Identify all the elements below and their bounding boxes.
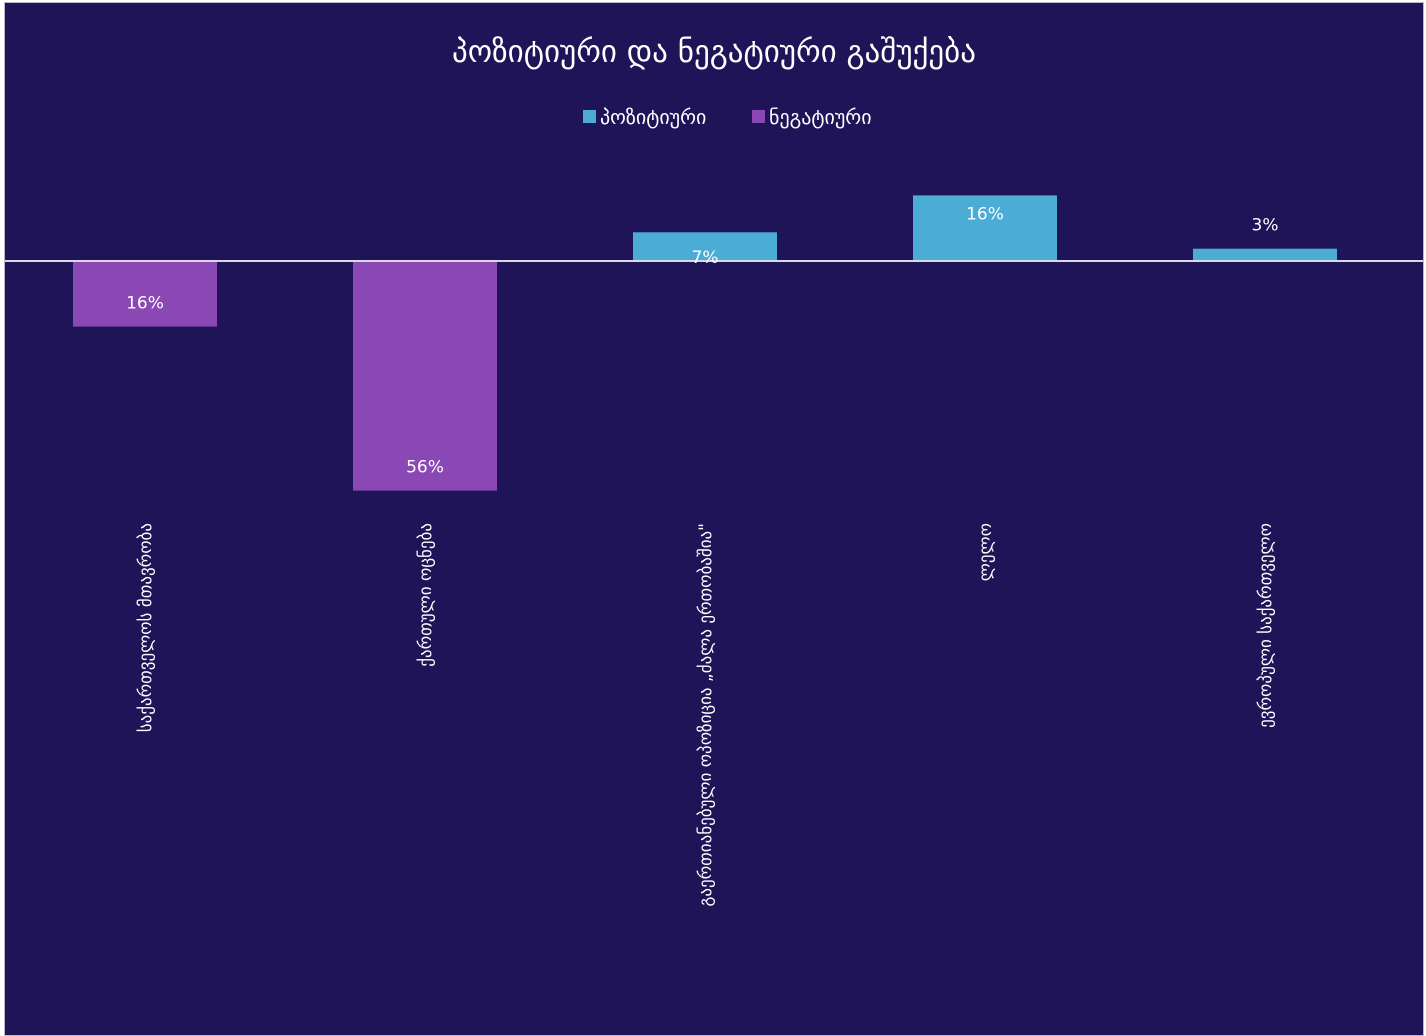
bar-chart: პოზიტიური და ნეგატიური გაშუქება პოზიტიურ… bbox=[5, 34, 1423, 907]
legend-swatch-0 bbox=[583, 110, 596, 123]
category-label-2: გაერთიანებული ოპოზიცია „ძალა ერთობაშია" bbox=[696, 523, 716, 907]
bar-negative-0 bbox=[73, 261, 217, 327]
bars-group bbox=[73, 195, 1337, 491]
category-labels-group: საქართველოს მთავრობა ქართული ოცნება გაერთი… bbox=[136, 523, 1276, 907]
legend-label-0: პოზიტიური bbox=[600, 105, 706, 129]
category-label-3: ლელო bbox=[976, 523, 996, 581]
bar-positive-2 bbox=[633, 232, 777, 261]
legend: პოზიტიური ნეგატიური bbox=[583, 105, 872, 129]
category-label-4: ევროპული საქართველო bbox=[1256, 523, 1276, 728]
bar-positive-3 bbox=[913, 195, 1057, 261]
legend-label-1: ნეგატიური bbox=[769, 105, 872, 129]
data-label-3: 16% bbox=[966, 204, 1004, 224]
legend-swatch-1 bbox=[752, 110, 765, 123]
bar-negative-1 bbox=[353, 261, 497, 491]
data-label-2: 7% bbox=[692, 248, 719, 268]
category-label-0: საქართველოს მთავრობა bbox=[136, 523, 156, 732]
data-label-1: 56% bbox=[406, 458, 444, 478]
chart-title: პოზიტიური და ნეგატიური გაშუქება bbox=[452, 34, 976, 70]
data-labels-group: 16% 56% 7% 16% 3% bbox=[126, 204, 1278, 477]
data-label-0: 16% bbox=[126, 294, 164, 314]
bar-positive-4 bbox=[1193, 248, 1337, 261]
data-label-4: 3% bbox=[1252, 216, 1279, 236]
category-label-1: ქართული ოცნება bbox=[416, 523, 436, 667]
chart-area: პოზიტიური და ნეგატიური გაშუქება პოზიტიურ… bbox=[4, 2, 1424, 1036]
